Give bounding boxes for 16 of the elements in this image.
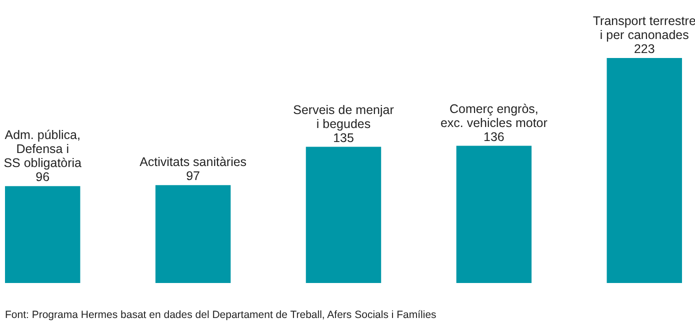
- bar: [606, 58, 682, 283]
- data-label: 135: [333, 130, 354, 145]
- text: Font: Programa Hermes basat en dades del Departament de Treball, Afers Socials i Famílies: [5, 309, 436, 321]
- x-tick-label: Comerç engròs, exc. vehicles motor: [440, 102, 548, 130]
- bar: [306, 146, 382, 283]
- x-tick-label: Serveis de menjar i begudes: [293, 102, 394, 131]
- x-tick-label: Transport terrestre i per canonades: [592, 14, 695, 42]
- data-label: 136: [484, 130, 504, 144]
- bar: [5, 186, 80, 283]
- x-tick-label: Adm. pública, Defensa i SS obligatòria: [4, 128, 82, 170]
- data-label: 96: [36, 170, 50, 184]
- bar: [456, 146, 532, 283]
- data-label: 97: [186, 169, 200, 184]
- bar: [155, 185, 231, 283]
- data-label: 223: [634, 42, 655, 56]
- x-tick-label: Activitats sanitàries: [140, 155, 247, 170]
